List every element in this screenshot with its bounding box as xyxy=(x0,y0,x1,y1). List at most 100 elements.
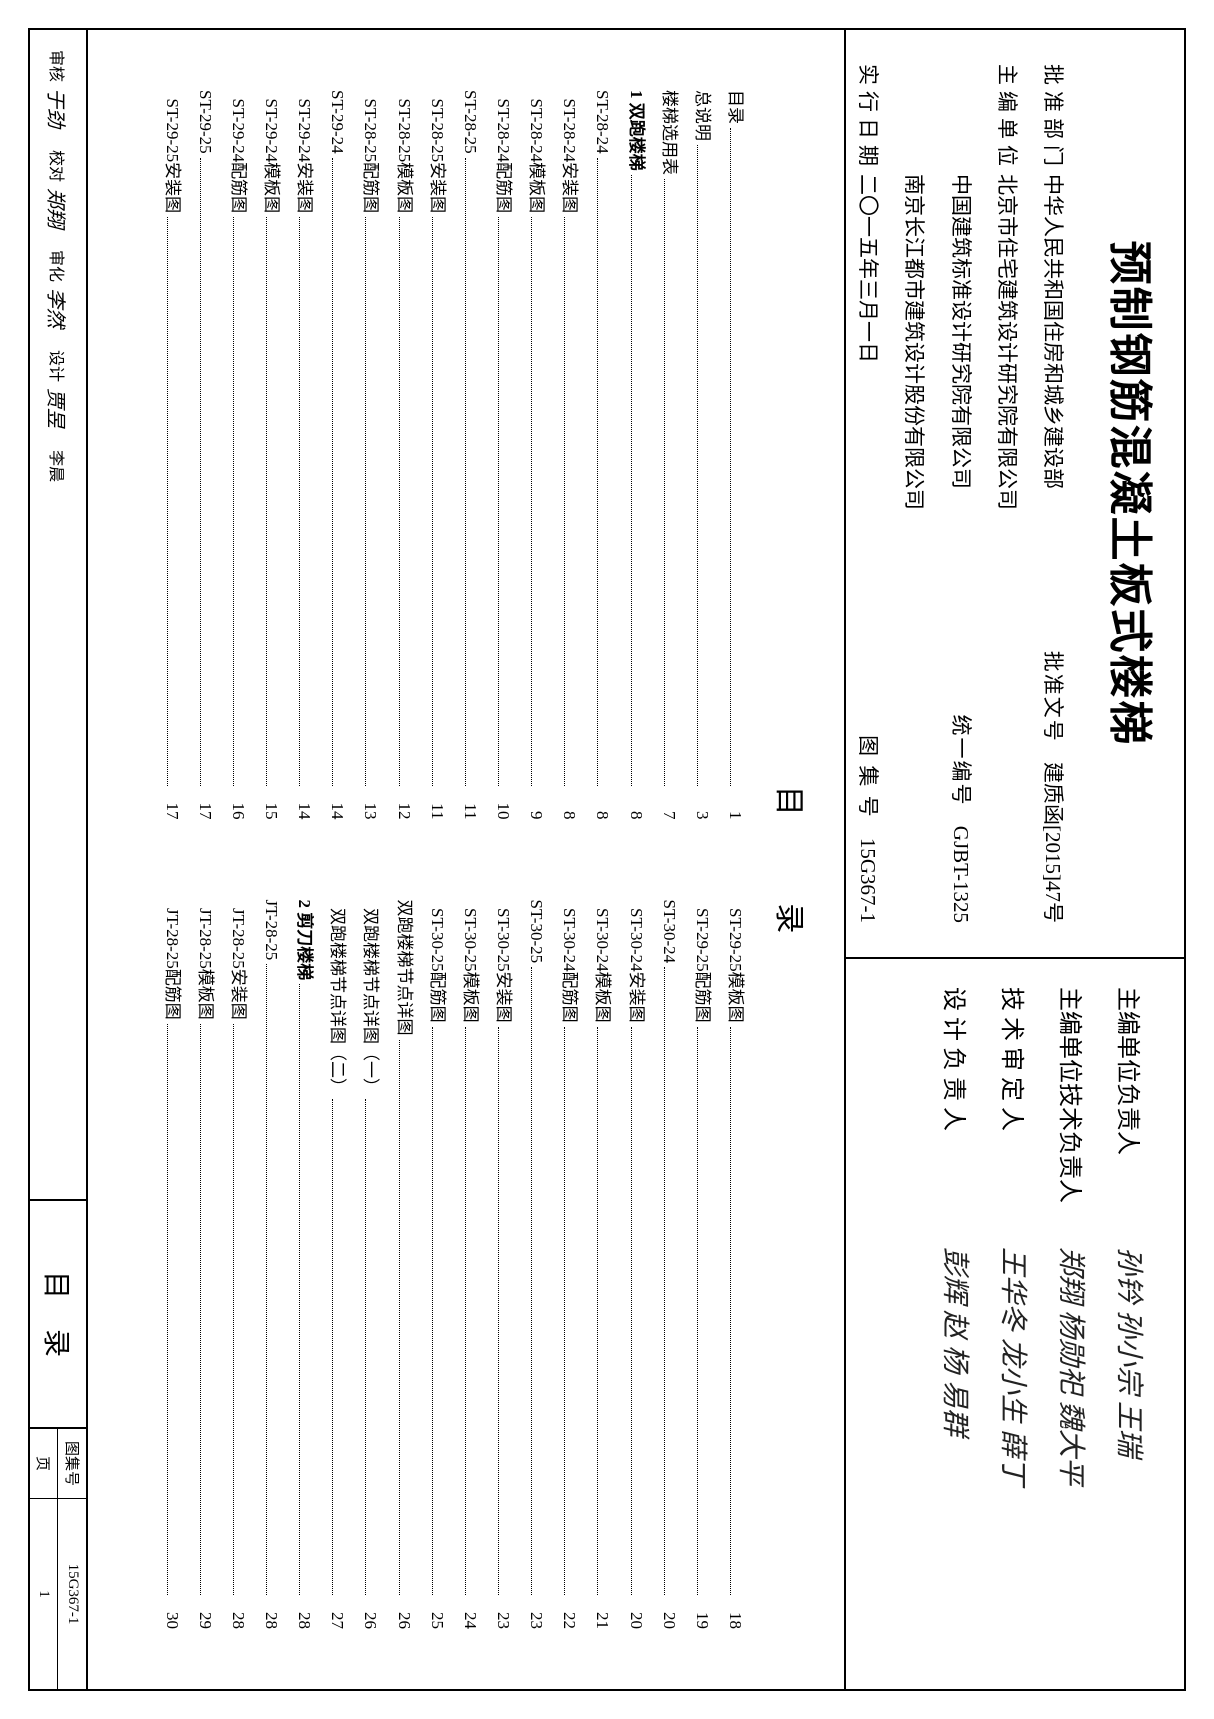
toc-entry-page: 20 xyxy=(619,1599,652,1629)
toc-entry: ST-29-2517 xyxy=(189,90,222,820)
toc-entry-page: 16 xyxy=(222,790,255,820)
toc-leader-dots xyxy=(597,1027,598,1595)
toc-entry-page: 14 xyxy=(288,790,321,820)
toc-entry-page: 13 xyxy=(354,790,387,820)
toc-entry-page: 28 xyxy=(255,1599,288,1629)
toc-entry: ST-30-25配筋图25 xyxy=(421,900,454,1630)
toc-entry-label: ST-30-25配筋图 xyxy=(421,900,454,1023)
toc-entry: ST-30-24安装图20 xyxy=(619,900,652,1630)
toc-leader-dots xyxy=(465,1027,466,1595)
toc-entry-label: 1 双跑楼梯 xyxy=(619,90,652,171)
toc-columns: 目录1总说明3楼梯选用表71 双跑楼梯8ST-28-248 ST-28-24安装… xyxy=(155,90,752,1629)
editor-label: 主编单位 xyxy=(984,64,1030,174)
sig-val-3: 王华冬 龙小生 薛丁 xyxy=(995,1247,1035,1661)
date-label: 实行日期 xyxy=(845,64,891,174)
toc-leader-dots xyxy=(664,179,665,786)
toc-entry-label: ST-29-25安装图 xyxy=(155,90,188,213)
editor-line1: 北京市住宅建筑设计研究院有限公司 xyxy=(984,174,1030,923)
approve-no: 建质函[2015]47号 xyxy=(1041,762,1065,923)
toc-leader-dots xyxy=(233,217,234,785)
toc-entry: 目录1 xyxy=(719,90,752,820)
sig-row-3: 技 术 审 定 人 王华冬 龙小生 薛丁 xyxy=(986,987,1044,1661)
meta-row-editor1: 主编单位 北京市住宅建筑设计研究院有限公司 xyxy=(984,64,1030,923)
atlas-no: 15G367-1 xyxy=(856,838,880,923)
toc-entry-page: 29 xyxy=(189,1599,222,1629)
toc-entry-label: ST-28-25配筋图 xyxy=(354,90,387,213)
toc-leader-dots xyxy=(498,217,499,785)
toc-entry: ST-29-25模板图 18 xyxy=(719,900,752,1630)
toc-entry: ST-30-2523 xyxy=(520,900,553,1630)
toc-leader-dots xyxy=(266,964,267,1595)
footer-sign-pair: 设计贾昱 xyxy=(44,350,73,428)
footer-sign-label: 审化 xyxy=(46,250,70,282)
toc-entry-page: 18 xyxy=(719,1599,752,1629)
footer-page-row: 页 1 xyxy=(30,1429,58,1689)
toc-entry-label: ST-29-24安装图 xyxy=(288,90,321,213)
toc-entry-label: ST-28-24配筋图 xyxy=(487,90,520,213)
toc-leader-dots xyxy=(432,217,433,785)
toc-leader-dots xyxy=(233,1024,234,1595)
toc-leader-dots xyxy=(399,1040,400,1596)
toc-entry-page: 7 xyxy=(653,790,686,820)
toc-entry-label: ST-29-25模板图 xyxy=(719,900,752,1023)
toc-content: 目 录 目录1总说明3楼梯选用表71 双跑楼梯8ST-28-248 ST-28-… xyxy=(88,30,844,1689)
toc-entry: JT-28-25配筋图30 xyxy=(155,900,188,1630)
toc-leader-dots xyxy=(200,158,201,786)
toc-column-2: ST-29-25模板图18 ST-29-25配筋图19ST-30-2420 ST… xyxy=(155,900,752,1630)
toc-leader-dots xyxy=(365,217,366,785)
signature-block: 主编单位负责人 孙钤 孙小宗 王瑞 主编单位技术负责人 郑翔 杨勋祀 魏大平 技… xyxy=(846,959,1184,1689)
toc-entry-page: 22 xyxy=(553,1599,586,1629)
sig-label-3: 技 术 审 定 人 xyxy=(998,987,1033,1247)
editor-line2: 中国建筑标准设计研究院有限公司 xyxy=(937,174,983,691)
toc-entry: ST-28-2511 xyxy=(454,90,487,820)
page-frame: 预制钢筋混凝土板式楼梯 批准部门 中华人民共和国住房和城乡建设部 批准文号 建质… xyxy=(28,28,1186,1691)
toc-entry-page: 15 xyxy=(255,790,288,820)
toc-entry-label: ST-28-25安装图 xyxy=(421,90,454,213)
toc-entry-label: JT-28-25配筋图 xyxy=(155,900,188,1020)
footer-signatures: 审核于劲校对郑翔审化李然设计贾昱李晨 xyxy=(30,30,86,1199)
toc-leader-dots xyxy=(631,1027,632,1595)
toc-leader-dots xyxy=(531,217,532,785)
toc-entry: ST-30-24 20 xyxy=(653,900,686,1630)
toc-entry: 2 剪刀楼梯28 xyxy=(288,900,321,1630)
footer-atlas-label: 图集号 xyxy=(59,1429,87,1499)
toc-leader-dots xyxy=(399,217,400,785)
toc-entry: 双跑楼梯节点详图26 xyxy=(387,900,420,1630)
toc-leader-dots xyxy=(200,1024,201,1595)
footer-sign-label: 李晨 xyxy=(46,450,70,482)
sig-label-1: 主编单位负责人 xyxy=(1114,987,1149,1247)
meta-row-date: 实行日期 二〇一五年三月一日 图 集 号 15G367-1 xyxy=(845,64,891,923)
toc-entry-label: ST-28-25模板图 xyxy=(387,90,420,213)
toc-entry-label: ST-30-25安装图 xyxy=(487,900,520,1023)
toc-entry-label: ST-29-24模板图 xyxy=(255,90,288,213)
toc-leader-dots xyxy=(531,967,532,1595)
toc-entry-page: 28 xyxy=(222,1599,255,1629)
toc-entry-label: ST-28-24模板图 xyxy=(520,90,553,213)
toc-entry-label: ST-30-24配筋图 xyxy=(553,900,586,1023)
footer-sign-pair: 审化李然 xyxy=(44,250,73,328)
toc-leader-dots xyxy=(697,145,698,786)
toc-entry-label: 楼梯选用表 xyxy=(653,90,686,175)
footer-page-val: 1 xyxy=(35,1499,52,1689)
sig-val-2: 郑翔 杨勋祀 魏大平 xyxy=(1053,1247,1093,1661)
meta-row-editor3: 南京长江都市建筑设计股份有限公司 xyxy=(891,64,937,923)
toc-column-1: 目录1总说明3楼梯选用表71 双跑楼梯8ST-28-248 ST-28-24安装… xyxy=(155,90,752,820)
toc-entry: ST-30-25安装图23 xyxy=(487,900,520,1630)
toc-leader-dots xyxy=(167,1024,168,1595)
toc-entry-page: 20 xyxy=(653,1599,686,1629)
toc-entry: JT-28-2528 xyxy=(255,900,288,1630)
toc-entry-page: 3 xyxy=(686,790,719,820)
toc-entry-label: 总说明 xyxy=(686,90,719,141)
unicode-label: 统一编号 xyxy=(949,715,973,807)
footer-sign-pair: 校对郑翔 xyxy=(44,150,73,228)
toc-entry-label: ST-28-25 xyxy=(454,90,487,154)
toc-entry-page: 21 xyxy=(586,1599,619,1629)
toc-leader-dots xyxy=(498,1027,499,1595)
toc-entry-page: 8 xyxy=(553,790,586,820)
toc-entry-label: ST-30-24 xyxy=(653,900,686,964)
toc-leader-dots xyxy=(332,1099,333,1595)
sig-label-4: 设 计 负 责 人 xyxy=(940,987,975,1247)
footer-sign-label: 校对 xyxy=(46,150,70,182)
footer-sign-label: 审核 xyxy=(46,50,70,82)
toc-title: 目 录 xyxy=(770,90,814,1629)
